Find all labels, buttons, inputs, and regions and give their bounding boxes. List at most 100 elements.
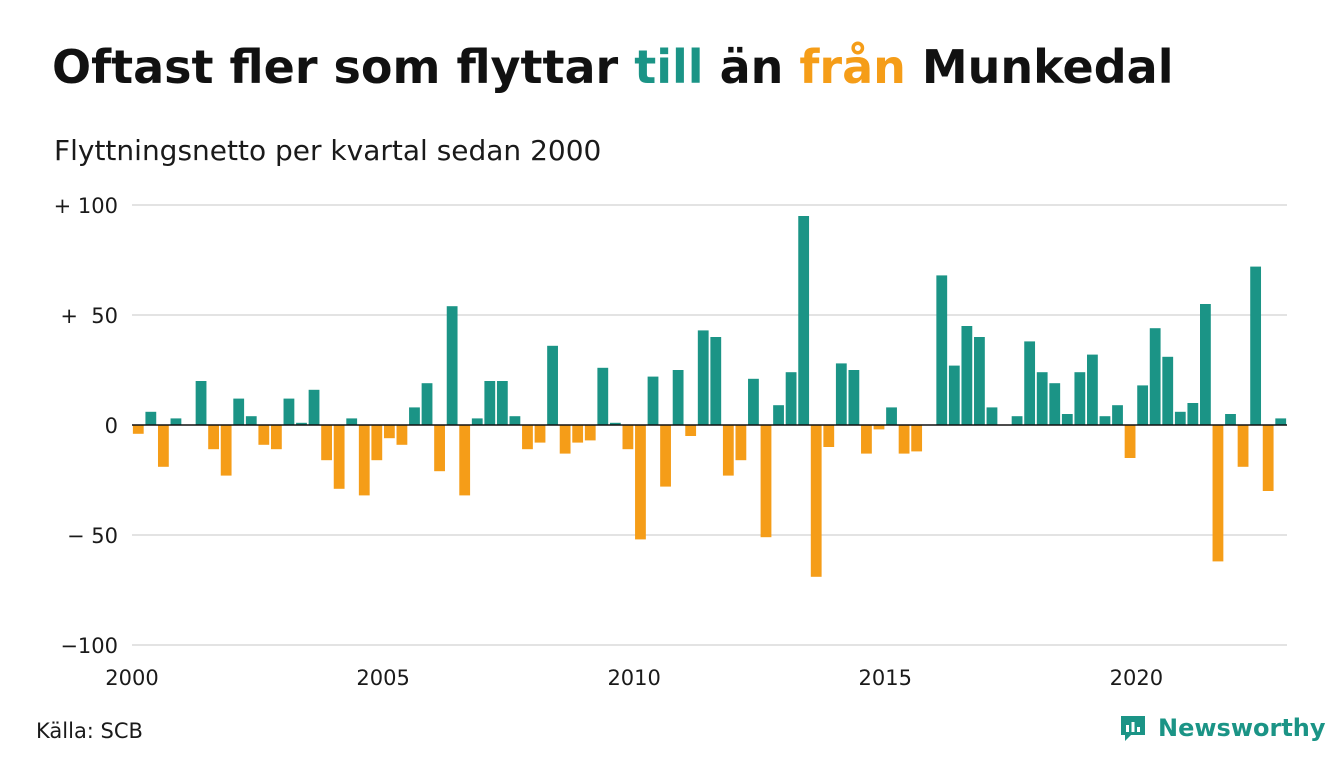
bar [308,389,320,425]
bar [1212,425,1224,562]
bar [1200,304,1211,425]
bar [1112,405,1123,425]
bar [1099,416,1111,425]
bar [748,378,759,425]
bar [961,326,973,425]
bar [1036,372,1048,425]
x-tick-label: 2000 [105,666,158,690]
bar [471,418,483,425]
bar [220,425,232,476]
bar [685,425,697,436]
bar [710,337,722,425]
bar [509,416,521,425]
y-tick-label: + 100 [54,194,118,218]
bar [848,370,860,425]
bar [886,407,897,425]
bar [773,405,784,425]
title-part-1: Oftast fler som flyttar [52,40,635,94]
bar [559,425,571,454]
bar [1149,328,1161,425]
bar [986,407,998,425]
x-tick-label: 2015 [859,666,912,690]
bar [346,418,358,425]
x-tick-label: 2010 [607,666,660,690]
bar [283,398,295,425]
bar [233,398,245,425]
bar [321,425,332,461]
bar [258,425,270,445]
bar [270,425,282,450]
bar [898,425,910,454]
bar [974,337,985,425]
y-tick-label: −100 [60,634,118,658]
bar [785,372,797,425]
bar [1124,425,1136,458]
bar [496,381,508,425]
bar [409,407,420,425]
bar [672,370,684,425]
bar [396,425,408,445]
bar [572,425,584,443]
newsworthy-logo-icon [1121,716,1145,741]
bar [835,363,847,425]
brand: Newsworthy [1118,713,1326,743]
bar [484,381,496,425]
bar [446,306,458,425]
title-highlight-fran: från [799,40,906,94]
chart-subtitle: Flyttningsnetto per kvartal sedan 2000 [54,134,602,167]
bar [1061,414,1073,425]
bar [948,365,960,425]
bar [823,425,835,447]
bar [170,418,182,425]
bar [936,275,948,425]
bar [1137,385,1149,425]
bar [760,425,772,538]
bar [635,425,646,540]
x-tick-label: 2005 [356,666,409,690]
bar [1162,356,1174,425]
bar [434,425,445,472]
bar [622,425,634,450]
bar [208,425,219,450]
title-part-3: än [703,40,800,94]
bar [660,425,671,487]
bar [584,425,596,441]
bar [1187,403,1199,425]
bar [534,425,546,443]
bar [1024,341,1036,425]
y-tick-label: + 50 [60,304,118,328]
bar [371,425,383,461]
title-highlight-till: till [634,40,704,94]
bar [1262,425,1274,491]
bar [1074,372,1086,425]
bar [1250,266,1262,425]
bar [522,425,533,450]
bar [333,425,345,489]
chart-title: Oftast fler som flyttar till än från Mun… [52,40,1173,94]
bar [157,425,169,467]
bar [798,216,810,425]
y-tick-label: 0 [105,414,118,438]
bar [1049,383,1061,425]
bar [195,381,207,425]
bar [547,345,558,425]
bar [145,411,157,425]
bar [358,425,370,496]
bar-chart: + 100 + 50 0 − 50 −100 2000 2005 2010 2015 2020 [54,194,1287,690]
bar [1275,418,1287,425]
bar [383,425,395,439]
brand-name: Newsworthy [1158,714,1326,742]
bar [1174,411,1186,425]
bar [459,425,471,496]
bar [873,425,885,430]
axes: + 100 + 50 0 − 50 −100 2000 2005 2010 2015 2020 [54,194,1287,690]
bar [722,425,734,476]
bar [1225,414,1236,425]
y-tick-label: − 50 [67,524,118,548]
bar [861,425,872,454]
bar [1087,354,1098,425]
bar [647,376,659,425]
bar [296,422,307,425]
bar [245,416,257,425]
title-part-5: Munkedal [905,40,1174,94]
